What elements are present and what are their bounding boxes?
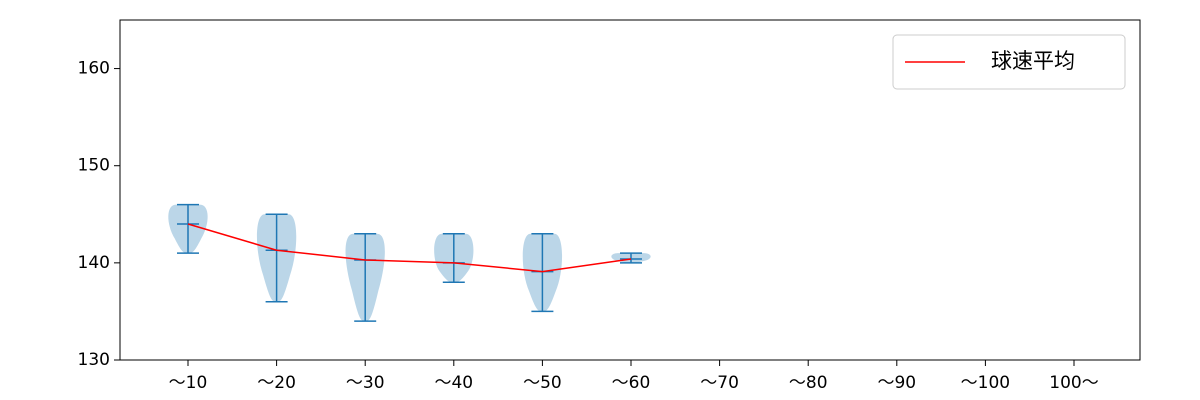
y-tick-label: 150 — [78, 156, 110, 176]
x-tick-label: ～80 — [789, 373, 828, 393]
x-tick-label: ～90 — [877, 373, 916, 393]
y-tick-label: 140 — [78, 253, 110, 273]
x-tick-label: ～30 — [346, 373, 385, 393]
mean-line — [187, 223, 632, 273]
x-tick-label: ～100 — [961, 373, 1010, 393]
x-tick-label: ～60 — [612, 373, 651, 393]
legend-box — [892, 34, 1126, 90]
y-tick-label: 130 — [78, 350, 110, 370]
x-tick-label: ～70 — [700, 373, 739, 393]
x-tick-label: ～10 — [169, 373, 208, 393]
x-tick-label: 100～ — [1049, 373, 1098, 393]
x-tick-label: ～50 — [523, 373, 562, 393]
legend: 球速平均 — [892, 34, 1126, 90]
x-tick-label: ～40 — [434, 373, 473, 393]
y-tick-label: 160 — [78, 59, 110, 79]
plot-frame — [119, 19, 1141, 361]
x-tick-label: ～20 — [257, 373, 296, 393]
legend-label: 球速平均 — [991, 49, 1075, 73]
